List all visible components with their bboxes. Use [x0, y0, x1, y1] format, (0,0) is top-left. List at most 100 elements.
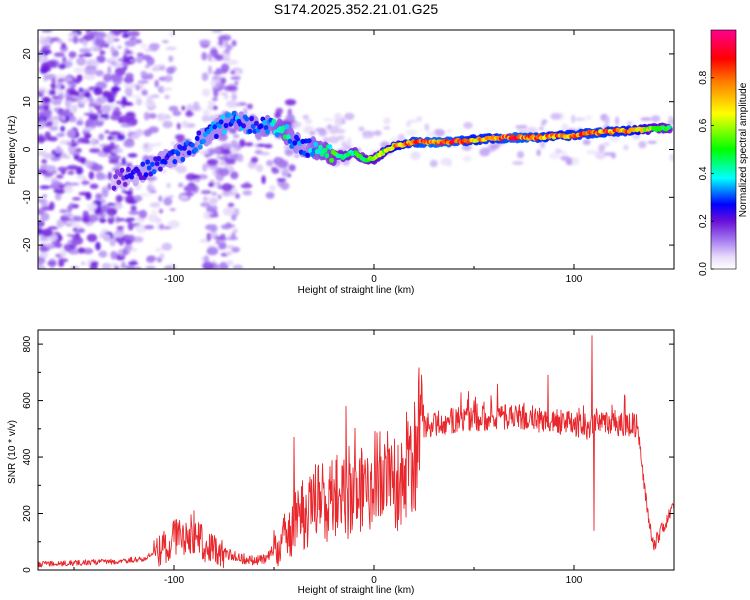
noise-blob	[604, 117, 610, 126]
noise-blob	[226, 245, 235, 249]
noise-blob	[129, 37, 137, 41]
noise-blob	[73, 78, 81, 84]
noise-blob	[175, 164, 187, 174]
noise-blob	[303, 125, 314, 134]
noise-blob	[201, 115, 210, 122]
noise-blob	[41, 228, 53, 237]
ridge-core	[329, 157, 334, 163]
noise-blob	[71, 236, 84, 245]
ridge-core	[258, 123, 264, 129]
noise-blob	[226, 100, 238, 108]
noise-blob	[211, 191, 218, 196]
noise-blob	[165, 46, 177, 51]
noise-blob	[242, 190, 252, 196]
colorbar-ticks: 0.0 0.2 0.4 0.6 0.8	[698, 70, 714, 276]
noise-blob	[111, 86, 121, 92]
noise-blob	[179, 194, 189, 200]
noise-blob	[604, 152, 615, 156]
noise-blob	[49, 264, 55, 269]
noise-blob	[90, 138, 97, 146]
noise-blob	[116, 133, 126, 141]
noise-blob	[166, 182, 171, 189]
ridge-core	[241, 123, 247, 129]
noise-blob	[163, 197, 173, 206]
noise-blob	[161, 242, 173, 251]
colorbar-label: Normalized spectral amplitude	[738, 82, 749, 217]
ridge-core	[150, 161, 155, 167]
ridge-core	[202, 132, 208, 138]
noise-blob	[149, 202, 161, 208]
noise-blob	[81, 261, 86, 266]
noise-blob	[41, 30, 53, 33]
noise-blob	[96, 32, 107, 37]
noise-blob	[60, 84, 65, 90]
noise-blob	[97, 109, 103, 115]
noise-blob	[39, 251, 49, 259]
noise-blob	[383, 117, 391, 125]
noise-blob	[78, 87, 84, 93]
ridge-core	[143, 172, 149, 178]
noise-blob	[122, 248, 128, 256]
noise-blob	[82, 210, 90, 219]
noise-blob	[73, 215, 83, 222]
noise-blob	[127, 261, 139, 266]
noise-blob	[38, 86, 48, 91]
noise-blob	[48, 89, 56, 96]
noise-blob	[212, 70, 223, 75]
noise-blob	[57, 39, 63, 44]
colorbar-frame	[710, 29, 737, 270]
noise-blob	[162, 40, 169, 44]
noise-blob	[154, 79, 159, 88]
ridge-core	[265, 129, 270, 135]
noise-blob	[120, 123, 133, 128]
noise-blob	[130, 133, 141, 140]
noise-blob	[230, 147, 238, 154]
noise-blob	[135, 55, 143, 64]
noise-blob	[132, 94, 142, 100]
snr-ylabel: SNR (10 * v/v)	[7, 420, 18, 484]
noise-blob	[96, 96, 108, 104]
noise-blob	[347, 137, 352, 146]
y-tick-label: 20	[22, 48, 33, 60]
noise-blob	[96, 172, 102, 180]
noise-blob	[63, 76, 73, 83]
noise-blob	[344, 145, 352, 150]
noise-blob	[123, 83, 136, 89]
noise-blob	[540, 122, 546, 126]
noise-blob	[282, 168, 289, 177]
noise-blob	[269, 185, 276, 192]
noise-blob	[56, 219, 64, 228]
spectrogram-marks	[38, 30, 674, 269]
noise-blob	[328, 136, 340, 144]
noise-blob	[130, 59, 135, 63]
noise-blob	[115, 194, 123, 203]
noise-blob	[254, 149, 263, 155]
noise-blob	[70, 81, 77, 89]
noise-blob	[615, 116, 620, 125]
snr-axes: -100 0 100 0 200 400 600 800	[22, 330, 675, 586]
noise-blob	[110, 45, 115, 53]
spectrogram-ridge	[110, 110, 673, 193]
noise-blob	[322, 118, 334, 122]
ridge-core	[190, 142, 195, 148]
noise-blob	[209, 213, 219, 218]
y-tick-label: -10	[22, 190, 33, 205]
noise-blob	[234, 80, 239, 86]
noise-blob	[234, 70, 242, 77]
ridge-core	[254, 120, 259, 126]
noise-blob	[238, 153, 244, 163]
noise-blob	[304, 118, 313, 124]
noise-blob	[147, 214, 159, 223]
noise-blob	[161, 87, 173, 91]
x-tick-label: 0	[371, 575, 377, 586]
noise-blob	[150, 210, 159, 214]
noise-blob	[136, 52, 144, 57]
noise-blob	[214, 146, 222, 154]
noise-blob	[227, 202, 235, 208]
ridge-core	[247, 128, 253, 134]
noise-blob	[122, 32, 130, 39]
noise-blob	[211, 30, 223, 33]
noise-blob	[203, 196, 208, 202]
noise-blob	[41, 66, 52, 72]
noise-blob	[407, 119, 419, 123]
